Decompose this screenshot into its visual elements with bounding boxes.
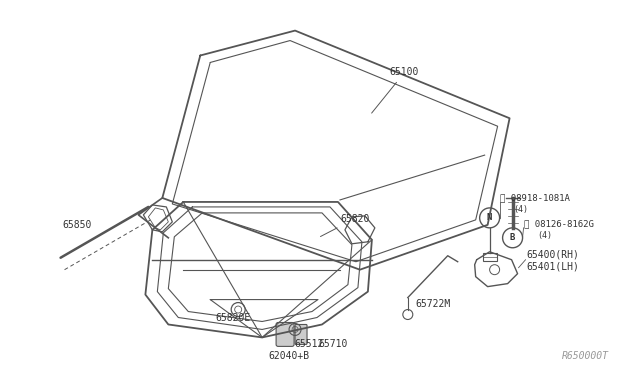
Text: (4): (4) (538, 231, 552, 240)
Text: R650000T: R650000T (563, 351, 609, 361)
Text: 65512: 65512 (294, 339, 323, 349)
Text: 65820E: 65820E (215, 314, 250, 324)
Text: 65850: 65850 (63, 220, 92, 230)
FancyBboxPatch shape (276, 323, 294, 346)
Text: 65722M: 65722M (416, 299, 451, 308)
Text: (4): (4) (513, 205, 529, 214)
Bar (483, 253, 497, 261)
Text: Ⓑ 08126-8162G: Ⓑ 08126-8162G (524, 219, 593, 228)
FancyBboxPatch shape (295, 324, 307, 344)
Text: 65820: 65820 (321, 214, 369, 237)
Text: 62040+B: 62040+B (268, 351, 309, 361)
Text: B: B (510, 233, 515, 242)
Text: Ⓝ 08918-1081A: Ⓝ 08918-1081A (500, 193, 570, 202)
Text: 65400(RH): 65400(RH) (527, 250, 579, 260)
Text: 65710: 65710 (318, 339, 348, 349)
Text: 65100: 65100 (372, 67, 419, 113)
Text: 65401(LH): 65401(LH) (527, 262, 579, 272)
Text: N: N (487, 214, 492, 222)
